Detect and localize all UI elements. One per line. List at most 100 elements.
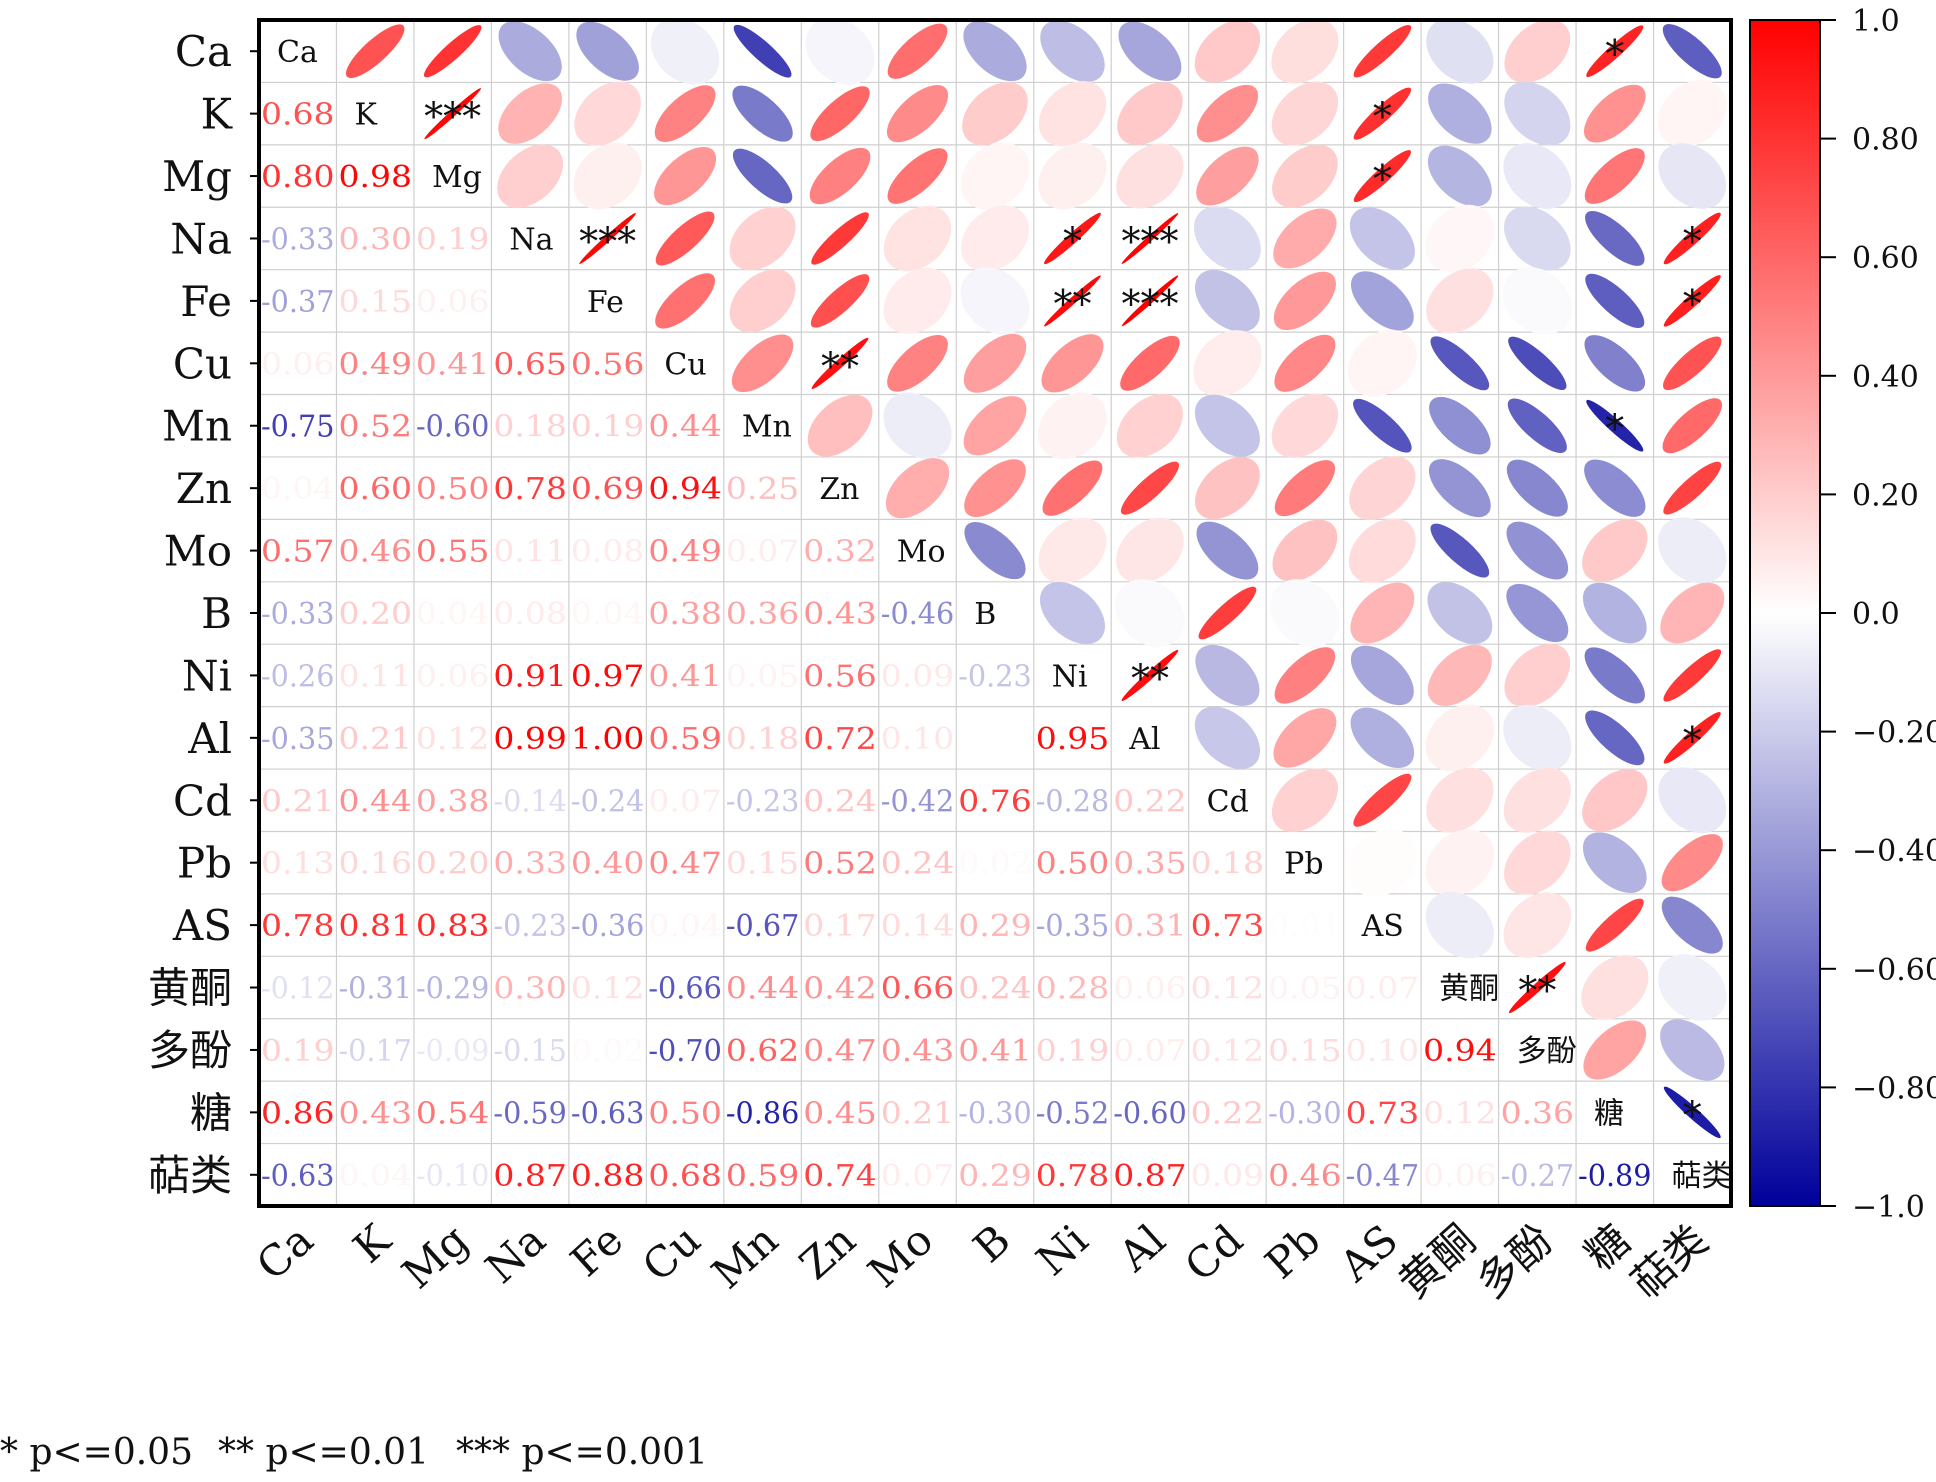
- corr-ellipse-K-Mo: [886, 85, 949, 143]
- colorbar: 1.0 0.80 0.60 0.40 0.20 0.0 −0.20 −0.40 −0.60 −0.…: [1749, 4, 1936, 1225]
- corr-label-B-K: 0.20: [338, 597, 411, 632]
- corr-label-Al-K: 0.21: [338, 722, 411, 757]
- corr-ellipse-Cd-黄酮: [1426, 767, 1494, 833]
- y-axis-label-糖: 糖: [190, 1088, 232, 1137]
- diag-label-黄酮: 黄酮: [1439, 972, 1499, 1007]
- corr-label-萜类-Zn: 0.74: [803, 1159, 876, 1194]
- corr-ellipse-Ni-糖: [1584, 647, 1645, 704]
- corr-label-萜类-Ca: -0.63: [261, 1159, 334, 1194]
- y-axis-label-Zn: Zn: [176, 464, 232, 513]
- corr-ellipse-Ca-多酚: [1504, 19, 1571, 83]
- x-axis-label-K: K: [344, 1214, 401, 1272]
- legend-p005: * p<=0.05: [0, 1432, 193, 1473]
- corr-ellipse-Pb-萜类: [1661, 834, 1723, 892]
- corr-ellipse-Cd-糖: [1582, 769, 1648, 832]
- corr-ellipse-Mg-Na: [497, 144, 564, 208]
- corr-ellipse-Zn-萜类: [1663, 461, 1722, 515]
- corr-ellipse-Cu-AS: [1347, 329, 1417, 397]
- lower-triangle-labels: 0.680.80 0.98-0.33 0.30 0.19-0.37 0.15 0.060.…: [261, 98, 1652, 1194]
- corr-label-Cd-Mg: 0.38: [416, 784, 489, 819]
- corr-ellipse-Ca-Cu: [650, 17, 720, 85]
- corr-label-AS-Mo: 0.14: [881, 909, 954, 944]
- corr-label-多酚-Na: -0.15: [493, 1034, 566, 1069]
- corr-label-糖-B: -0.30: [958, 1096, 1031, 1131]
- corr-label-B-Zn: 0.43: [803, 597, 876, 632]
- corr-ellipse-Fe-多酚: [1502, 267, 1572, 335]
- corr-ellipse-K-Na: [498, 83, 563, 144]
- colorbar-tick-label: 0.60: [1852, 241, 1919, 276]
- corr-ellipse-Na-AS: [1349, 207, 1415, 270]
- x-axis-label-Ni: Ni: [1027, 1215, 1097, 1285]
- corr-ellipse-Ca-Fe: [576, 21, 639, 81]
- corr-ellipse-Ca-Ni: [1040, 20, 1105, 82]
- corr-ellipse-Mg-黄酮: [1427, 145, 1492, 207]
- x-axis-label-Na: Na: [476, 1215, 555, 1293]
- corr-ellipse-K-Ni: [1038, 81, 1107, 147]
- corr-ellipse-Mo-多酚: [1506, 521, 1569, 580]
- corr-ellipse-B-Cd: [1198, 586, 1257, 640]
- colorbar-tick-label: 1.0: [1852, 4, 1900, 39]
- corr-ellipse-Mg-Cd: [1196, 146, 1259, 206]
- x-axis-label-萜类: 萜类: [1622, 1215, 1717, 1308]
- corr-label-Al-Na: 0.99: [493, 722, 566, 757]
- corr-ellipse-Mn-萜类: [1662, 398, 1722, 454]
- corr-ellipse-AS-糖: [1585, 898, 1644, 952]
- significance-mark: *: [1683, 719, 1702, 763]
- corr-ellipse-Cu-Zn: [811, 337, 869, 389]
- y-axis-label-Ni: Ni: [182, 651, 232, 700]
- corr-label-Ni-Mg: 0.06: [416, 659, 489, 694]
- corr-ellipse-AS-黄酮: [1425, 891, 1494, 959]
- corr-label-糖-Pb: -0.30: [1268, 1096, 1341, 1131]
- corr-label-K-Ca: 0.68: [261, 98, 334, 133]
- corr-ellipse-Al-萜类: [1663, 712, 1721, 764]
- corr-label-Zn-Na: 0.78: [493, 472, 566, 507]
- corr-label-Ni-Ca: -0.26: [261, 659, 334, 694]
- corr-ellipse-Cu-Mo: [887, 334, 948, 392]
- corr-label-黄酮-Mo: 0.66: [881, 972, 954, 1007]
- corr-ellipse-Na-Mo: [883, 205, 952, 272]
- corr-ellipse-Fe-Cd: [1194, 269, 1260, 332]
- corr-label-Mn-Na: 0.18: [493, 410, 566, 445]
- corr-ellipse-黄酮-萜类: [1658, 954, 1727, 1021]
- corr-label-Cu-K: 0.49: [338, 347, 411, 382]
- corr-ellipse-Zn-黄酮: [1428, 459, 1491, 518]
- corr-label-Pb-Cu: 0.47: [648, 847, 721, 882]
- x-axis-label-AS: AS: [1330, 1215, 1407, 1292]
- corr-ellipse-Na-多酚: [1504, 206, 1571, 271]
- corr-label-Mo-K: 0.46: [338, 535, 411, 570]
- corr-label-AS-Zn: 0.17: [803, 909, 876, 944]
- corr-ellipse-Na-Mn: [729, 206, 796, 271]
- corr-label-萜类-K: 0.04: [338, 1159, 411, 1194]
- corr-ellipse-K-Zn: [810, 86, 870, 142]
- significance-mark: *: [1373, 157, 1392, 201]
- corr-ellipse-Zn-Al: [1120, 461, 1180, 515]
- colorbar-tick-label: −1.0: [1852, 1190, 1925, 1225]
- diag-label-Cu: Cu: [664, 347, 706, 382]
- corr-ellipse-Ca-黄酮: [1426, 18, 1494, 84]
- corr-label-Cu-Fe: 0.56: [571, 347, 644, 382]
- corr-ellipse-Fe-萜类: [1663, 275, 1721, 327]
- corr-label-Mo-Mn: 0.07: [726, 535, 799, 570]
- corr-ellipse-Na-Cd: [1194, 206, 1261, 271]
- diag-label-Na: Na: [509, 222, 553, 257]
- corr-label-Cu-Na: 0.65: [493, 347, 566, 382]
- corr-label-Mn-Ca: -0.75: [261, 410, 334, 445]
- corr-label-Cd-Fe: -0.24: [571, 784, 644, 819]
- corr-ellipse-K-糖: [1583, 84, 1646, 143]
- corr-label-萜类-Cd: 0.09: [1191, 1159, 1264, 1194]
- corr-ellipse-Zn-Mo: [885, 458, 950, 519]
- corr-label-糖-多酚: 0.36: [1501, 1096, 1574, 1131]
- corr-ellipse-Al-黄酮: [1425, 704, 1495, 772]
- significance-mark: *: [1373, 95, 1392, 139]
- corr-ellipse-B-黄酮: [1427, 582, 1493, 644]
- significance-mark: *: [1683, 1093, 1702, 1137]
- corr-ellipse-Cu-Ni: [1041, 334, 1104, 393]
- corr-ellipse-K-AS: [1353, 87, 1412, 140]
- corr-label-多酚-Zn: 0.47: [803, 1034, 876, 1069]
- corr-label-B-Cu: 0.38: [648, 597, 721, 632]
- corr-label-Pb-Na: 0.33: [493, 847, 566, 882]
- corr-label-Al-Ni: 0.95: [1036, 722, 1109, 757]
- corr-label-糖-Mo: 0.21: [881, 1096, 954, 1131]
- corr-ellipse-Pb-糖: [1582, 832, 1647, 893]
- corr-ellipse-Ca-B: [963, 21, 1027, 82]
